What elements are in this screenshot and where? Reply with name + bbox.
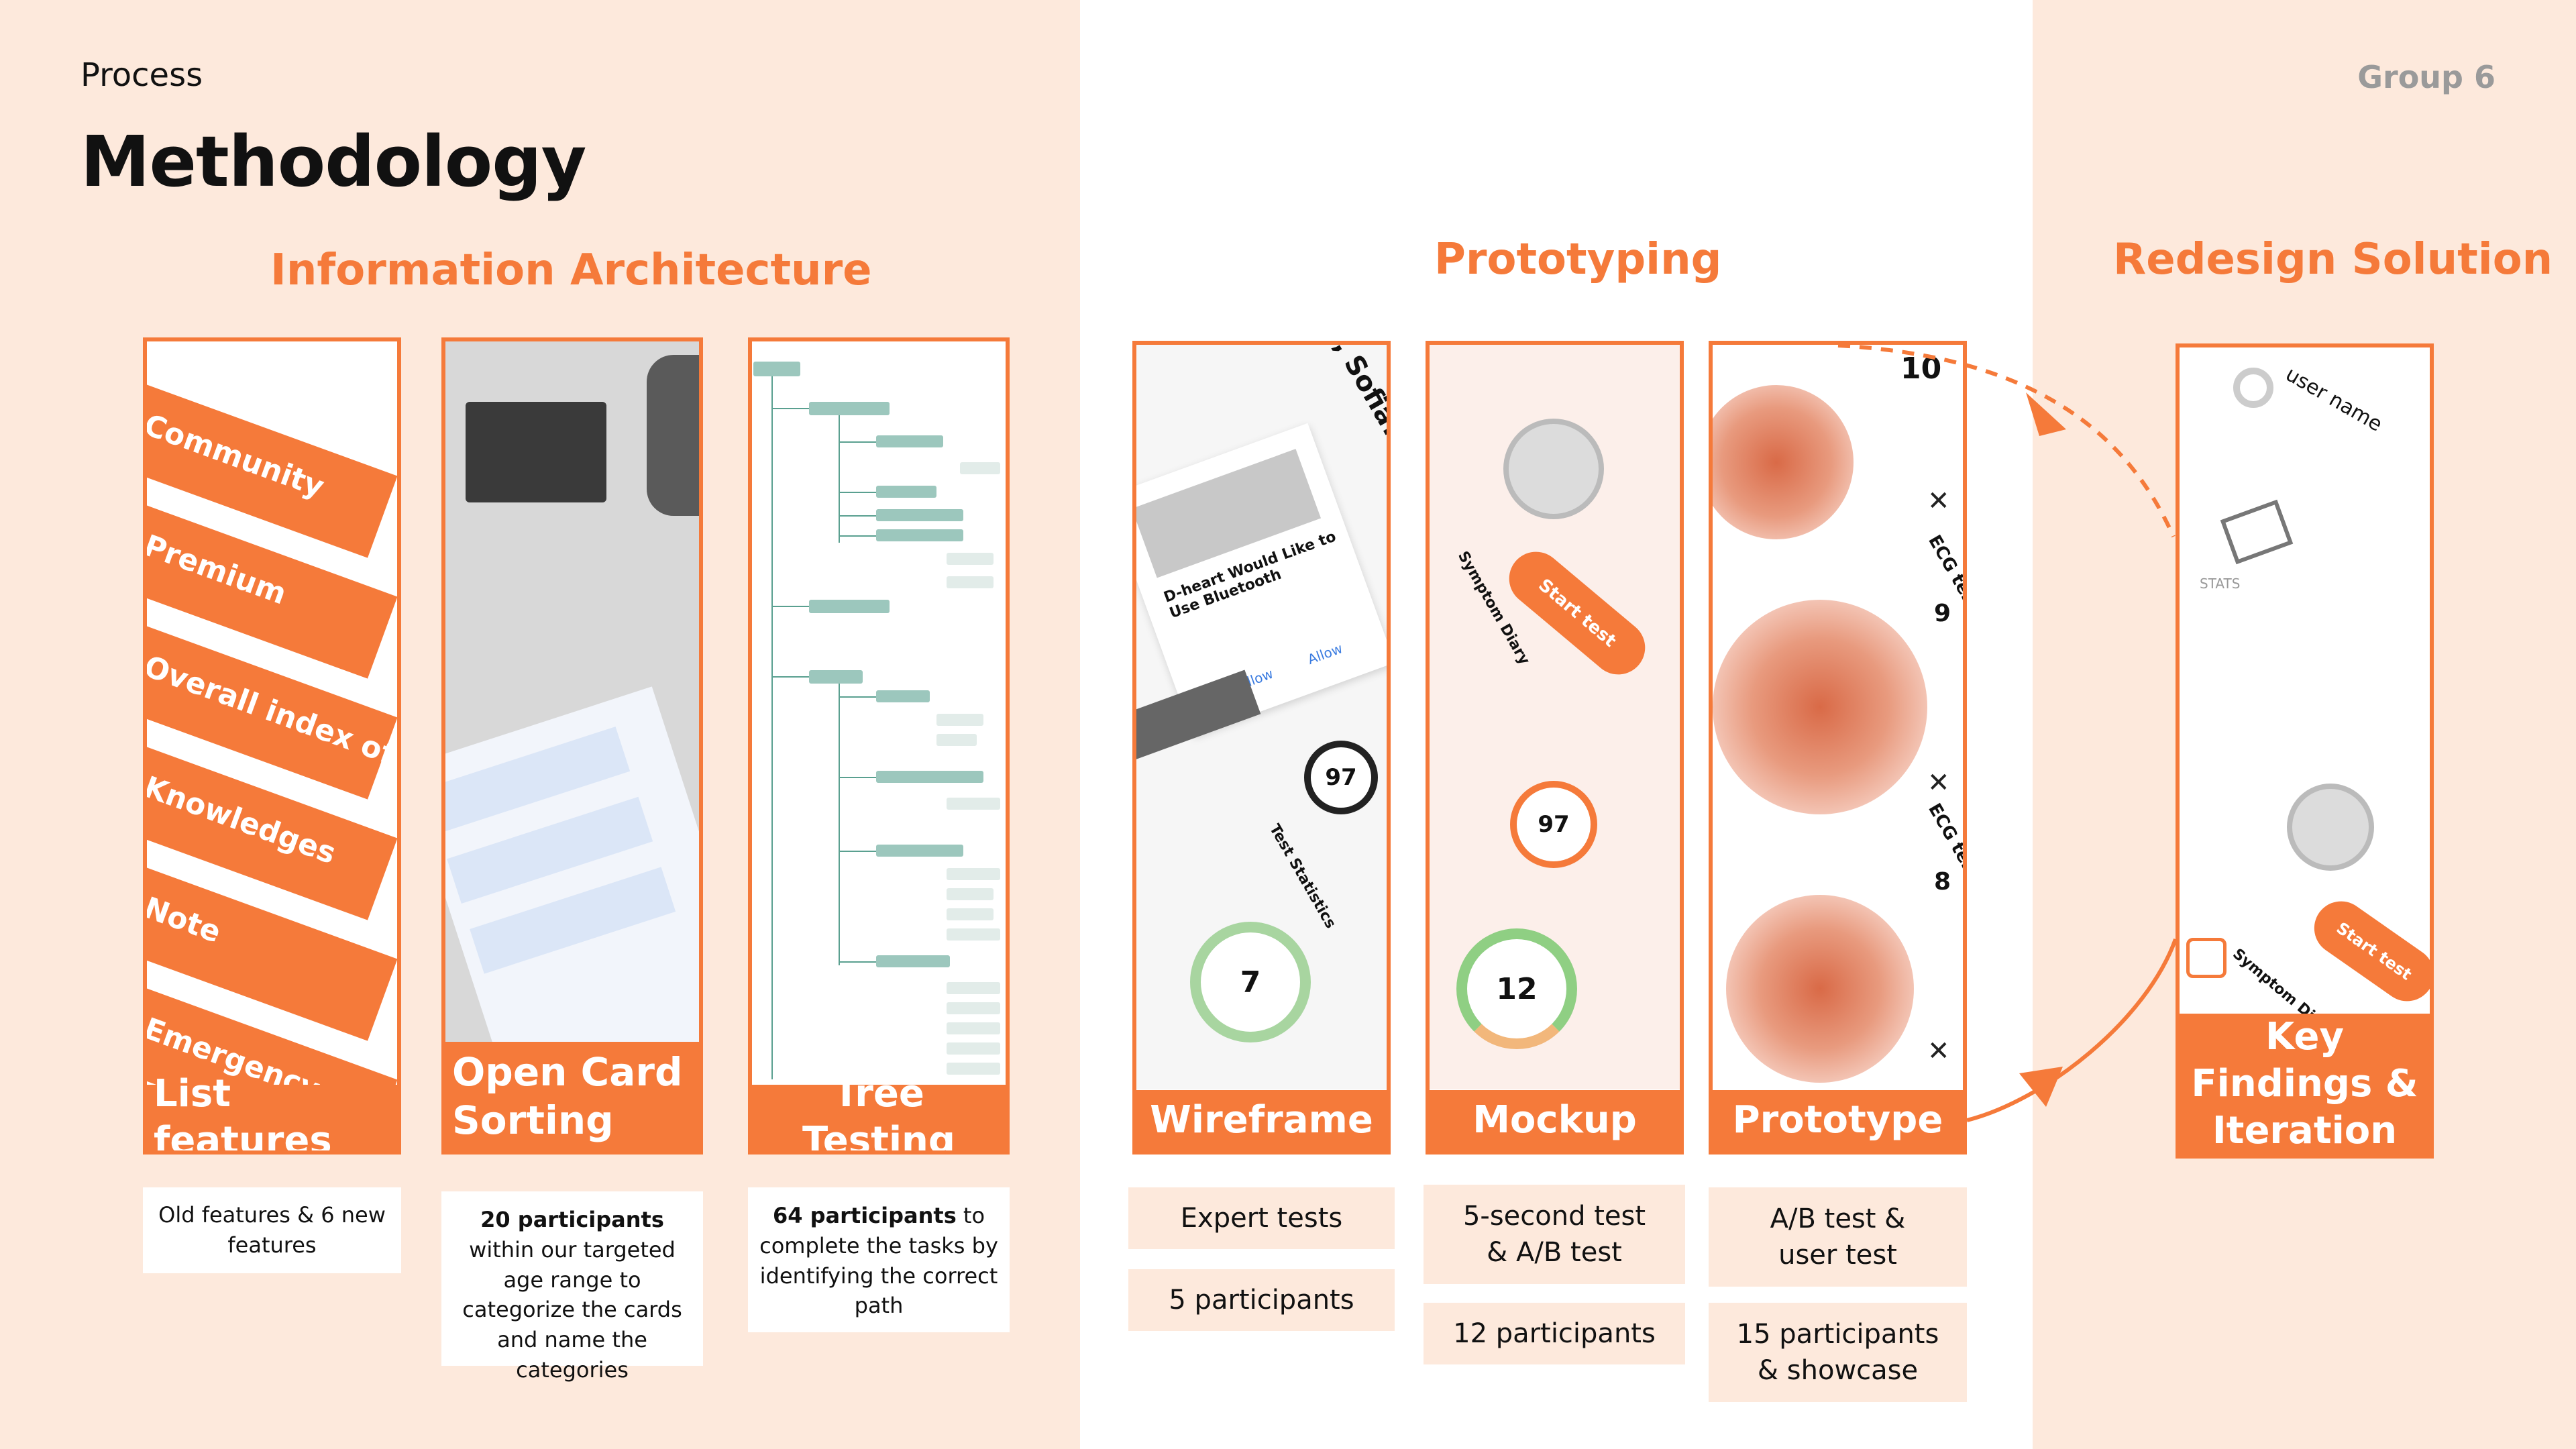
avatar	[2233, 368, 2273, 408]
card-label: Prototype	[1713, 1090, 1963, 1150]
wireframe-screen: Hi, Sofia! D-heart Would Like to Use Blu…	[1136, 345, 1387, 1089]
score-ring: 97	[1510, 781, 1597, 868]
score-ring: 97	[1304, 741, 1378, 814]
person-image	[647, 355, 699, 516]
stats-label: STATS	[2200, 576, 2241, 592]
mockup-pill-2: 12 participants	[1424, 1303, 1685, 1364]
card-label: Open Card Sorting	[445, 1042, 699, 1150]
redesign-heading: Redesign Solution	[2113, 235, 2553, 284]
ia-heading: Information Architecture	[270, 246, 872, 295]
open-card-desc: 20 participants within our targeted age …	[441, 1191, 703, 1383]
pulse-circle	[1713, 600, 1927, 814]
wireframe-pill-2: 5 participants	[1128, 1269, 1395, 1331]
prototyping-heading: Prototyping	[1434, 235, 1722, 284]
pulse-circle	[1713, 385, 1854, 539]
section-label: Process	[80, 56, 203, 94]
close-icon[interactable]: ✕	[1927, 486, 1950, 517]
mockup-screen: Start test Symptom Diary 97 12	[1430, 345, 1680, 1089]
wireframe-pill-1: Expert tests	[1128, 1187, 1395, 1249]
device-image	[1503, 419, 1604, 519]
list-features-card: Community Premium Overall index of hea K…	[143, 337, 401, 1155]
device-image	[2287, 784, 2374, 871]
calendar-icon	[2186, 938, 2226, 978]
redesign-screen: user name STATS Start test Symptom Diary	[2180, 347, 2430, 1040]
card-label: Mockup	[1430, 1090, 1680, 1150]
prototype-pill-2: 15 participants & showcase	[1709, 1303, 1967, 1402]
key-findings-card: user name STATS Start test Symptom Diary…	[2176, 343, 2434, 1159]
card-label: Wireframe	[1136, 1090, 1387, 1150]
group-label: Group 6	[2357, 59, 2496, 95]
laptop-icon	[466, 402, 606, 502]
tree-testing-card: Tree Testing	[748, 337, 1010, 1155]
card-sorting-photo	[445, 341, 699, 1150]
prototype-pill-1: A/B test & user test	[1709, 1187, 1967, 1287]
list-features-desc: Old features & 6 new features	[143, 1187, 401, 1273]
mockup-pill-1: 5-second test & A/B test	[1424, 1185, 1685, 1284]
pulse-circle	[1726, 895, 1914, 1083]
mockup-card: Start test Symptom Diary 97 12 Mockup	[1426, 341, 1684, 1155]
tree-testing-desc: 64 participants to complete the tasks by…	[748, 1187, 1010, 1332]
close-icon[interactable]: ✕	[1927, 1036, 1950, 1067]
ecg-count: 8	[1934, 868, 1951, 896]
prototype-card: 10 ✕ ECG tes 9 ✕ ECG tes 8 ✕ Prototype	[1709, 341, 1967, 1155]
card-label: Key Findings & Iteration	[2180, 1014, 2430, 1155]
tree-diagram	[753, 362, 1000, 1079]
open-card-sorting-card: Open Card Sorting	[441, 337, 703, 1155]
wireframe-card: Hi, Sofia! D-heart Would Like to Use Blu…	[1132, 341, 1391, 1155]
card-label: List features	[147, 1072, 397, 1150]
page-title: Methodology	[80, 121, 586, 203]
ecg-count: 9	[1934, 600, 1951, 627]
close-icon[interactable]: ✕	[1927, 767, 1950, 798]
